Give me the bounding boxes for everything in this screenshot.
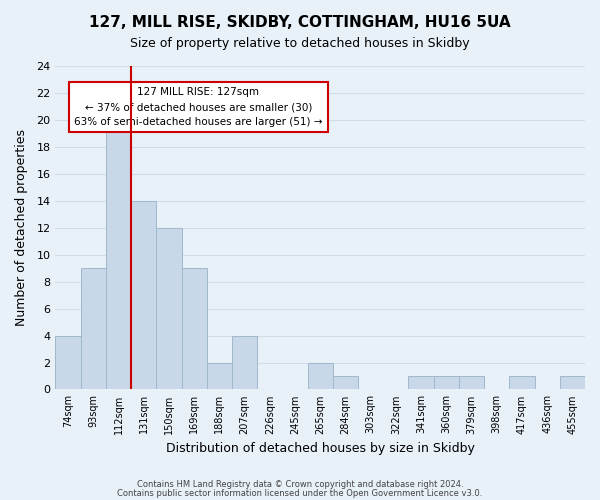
Bar — [182, 268, 207, 390]
Text: Size of property relative to detached houses in Skidby: Size of property relative to detached ho… — [130, 38, 470, 51]
Text: Contains public sector information licensed under the Open Government Licence v3: Contains public sector information licen… — [118, 488, 482, 498]
Bar — [131, 201, 157, 390]
Text: 127, MILL RISE, SKIDBY, COTTINGHAM, HU16 5UA: 127, MILL RISE, SKIDBY, COTTINGHAM, HU16… — [89, 15, 511, 30]
Text: 127 MILL RISE: 127sqm
← 37% of detached houses are smaller (30)
63% of semi-deta: 127 MILL RISE: 127sqm ← 37% of detached … — [74, 88, 323, 127]
Bar — [409, 376, 434, 390]
Bar — [560, 376, 585, 390]
Bar — [509, 376, 535, 390]
Bar — [80, 268, 106, 390]
Bar — [333, 376, 358, 390]
X-axis label: Distribution of detached houses by size in Skidby: Distribution of detached houses by size … — [166, 442, 475, 455]
Bar — [459, 376, 484, 390]
Bar — [434, 376, 459, 390]
Bar — [106, 120, 131, 390]
Bar — [157, 228, 182, 390]
Bar — [308, 362, 333, 390]
Text: Contains HM Land Registry data © Crown copyright and database right 2024.: Contains HM Land Registry data © Crown c… — [137, 480, 463, 489]
Bar — [232, 336, 257, 390]
Bar — [207, 362, 232, 390]
Y-axis label: Number of detached properties: Number of detached properties — [15, 130, 28, 326]
Bar — [55, 336, 80, 390]
